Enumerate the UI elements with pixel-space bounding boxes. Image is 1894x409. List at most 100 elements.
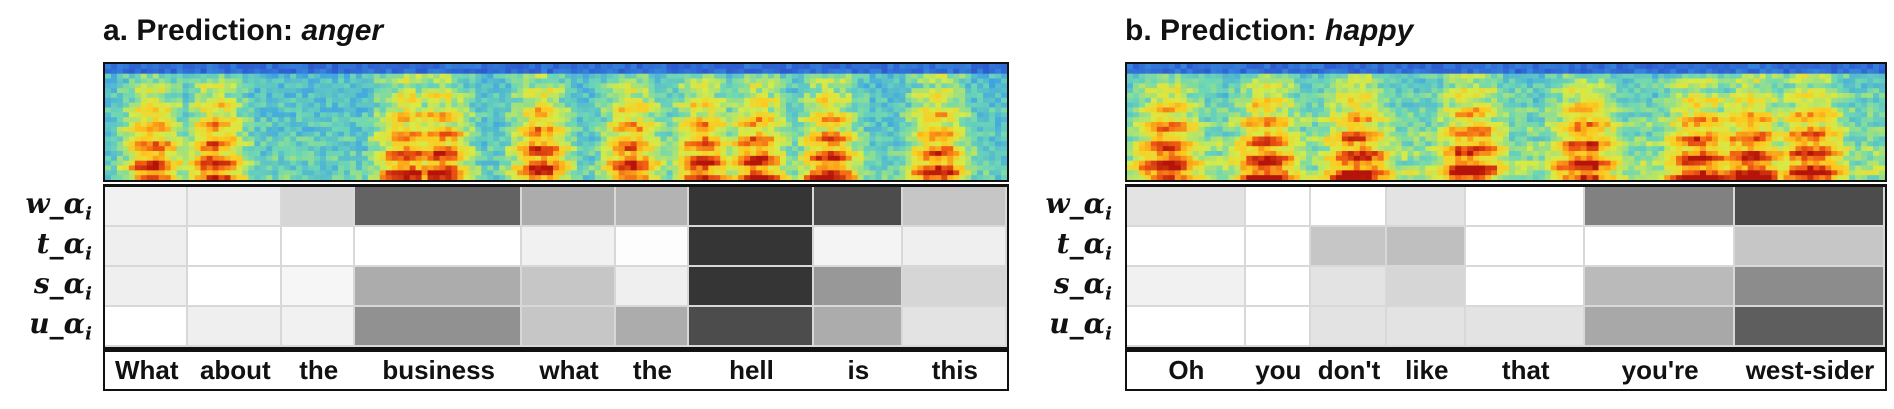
attention-cell	[1735, 187, 1885, 227]
word-label: hell	[729, 355, 774, 385]
attention-row-3	[105, 307, 1007, 347]
attention-cell	[355, 267, 523, 307]
attention-cell	[1127, 227, 1246, 267]
attention-cell	[1735, 307, 1885, 347]
panel-a-word-row: What about the business what the hell is this	[103, 349, 1009, 391]
attention-cell	[355, 227, 523, 267]
attention-cell	[355, 187, 523, 227]
row-label-u-alpha: u_αi	[1049, 307, 1112, 345]
word-label: west-sider	[1745, 355, 1875, 385]
attention-cell	[188, 307, 283, 347]
attention-row-0	[105, 187, 1007, 227]
attention-cell	[1387, 227, 1467, 267]
attention-cell	[1466, 227, 1586, 267]
word-label: what	[539, 355, 599, 385]
word-label: you're	[1621, 355, 1699, 385]
attention-cell	[1310, 267, 1388, 307]
attention-cell	[1735, 267, 1885, 307]
attention-cell	[814, 267, 903, 307]
attention-cell	[1127, 267, 1246, 307]
attention-cell	[522, 187, 616, 227]
attention-cell	[902, 227, 1007, 267]
attention-cell	[1245, 187, 1311, 227]
word-label: this	[931, 355, 978, 385]
attention-cell	[522, 227, 616, 267]
attention-cell	[105, 307, 189, 347]
attention-cell	[688, 187, 815, 227]
attention-cell	[1585, 267, 1736, 307]
attention-cell	[282, 227, 356, 267]
attention-cell	[1127, 307, 1246, 347]
panel-a-prediction: anger	[301, 14, 384, 47]
panel-b-spectrogram	[1125, 62, 1887, 182]
attention-cell	[282, 187, 356, 227]
panel-b-title: b. Prediction: happy	[1125, 14, 1413, 48]
attention-cell	[105, 227, 189, 267]
attention-cell	[1310, 227, 1388, 267]
attention-cell	[902, 187, 1007, 227]
word-label: Oh	[1168, 355, 1205, 385]
attention-cell	[1466, 307, 1586, 347]
attention-cell	[902, 307, 1007, 347]
attention-cell	[355, 307, 523, 347]
word-label: the	[632, 355, 672, 385]
panel-a-title-prefix: a. Prediction:	[103, 14, 302, 47]
attention-cell	[1735, 227, 1885, 267]
attention-cell	[522, 267, 616, 307]
panel-a-spectrogram	[103, 62, 1009, 182]
attention-cell	[188, 227, 283, 267]
attention-cell	[1466, 267, 1586, 307]
panel-b-title-prefix: b. Prediction:	[1125, 14, 1326, 47]
attention-cell	[188, 187, 283, 227]
attention-cell	[688, 227, 815, 267]
row-label-w-alpha: w_αi	[1045, 187, 1113, 225]
attention-row-0	[1127, 187, 1885, 227]
attention-cell	[1245, 227, 1311, 267]
attention-cell	[688, 267, 815, 307]
row-label-w-alpha: w_αi	[25, 187, 93, 225]
attention-cell	[1310, 307, 1388, 347]
attention-cell	[105, 187, 189, 227]
row-label-t-alpha: t_αi	[1056, 227, 1112, 265]
word-label: like	[1405, 355, 1449, 385]
row-label-s-alpha: s_αi	[1053, 267, 1112, 305]
word-label: you	[1255, 355, 1302, 385]
panel-b-word-row: Oh you don't like that you're west-sider	[1125, 349, 1887, 391]
attention-row-1	[1127, 227, 1885, 267]
attention-cell	[282, 307, 356, 347]
panel-b-attention-grid	[1125, 184, 1887, 349]
attention-cell	[1387, 307, 1467, 347]
attention-cell	[522, 307, 616, 347]
attention-cell	[1466, 187, 1586, 227]
attention-row-3	[1127, 307, 1885, 347]
attention-cell	[615, 307, 689, 347]
row-label-t-alpha: t_αi	[36, 227, 92, 265]
word-label: business	[382, 355, 496, 385]
word-label: about	[199, 355, 271, 385]
word-label: What	[114, 355, 179, 385]
attention-cell	[1387, 267, 1467, 307]
word-label: the	[299, 355, 339, 385]
attention-cell	[1245, 267, 1311, 307]
attention-cell	[814, 307, 903, 347]
row-label-u-alpha: u_αi	[29, 307, 92, 345]
attention-cell	[1387, 187, 1467, 227]
attention-cell	[615, 187, 689, 227]
attention-cell	[615, 267, 689, 307]
attention-cell	[188, 267, 283, 307]
attention-row-1	[105, 227, 1007, 267]
row-label-s-alpha: s_αi	[33, 267, 92, 305]
attention-cell	[282, 267, 356, 307]
word-label: that	[1501, 355, 1550, 385]
attention-cell	[1245, 307, 1311, 347]
attention-cell	[902, 267, 1007, 307]
attention-cell	[615, 227, 689, 267]
attention-row-2	[105, 267, 1007, 307]
attention-cell	[105, 267, 189, 307]
attention-cell	[1585, 187, 1736, 227]
panel-a-attention-grid	[103, 184, 1009, 349]
attention-cell	[814, 187, 903, 227]
attention-row-2	[1127, 267, 1885, 307]
word-label: is	[847, 355, 870, 385]
attention-cell	[1585, 227, 1736, 267]
